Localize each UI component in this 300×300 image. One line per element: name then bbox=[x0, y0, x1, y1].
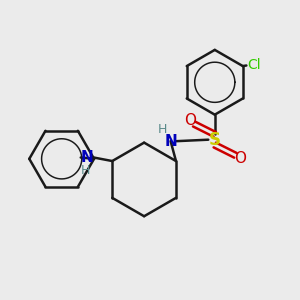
Text: S: S bbox=[209, 131, 221, 149]
Text: O: O bbox=[234, 151, 246, 166]
Text: Cl: Cl bbox=[247, 58, 261, 72]
Text: O: O bbox=[184, 113, 196, 128]
Text: N: N bbox=[81, 150, 94, 165]
Text: H: H bbox=[81, 164, 90, 177]
Text: H: H bbox=[158, 124, 167, 136]
Text: N: N bbox=[164, 134, 177, 149]
